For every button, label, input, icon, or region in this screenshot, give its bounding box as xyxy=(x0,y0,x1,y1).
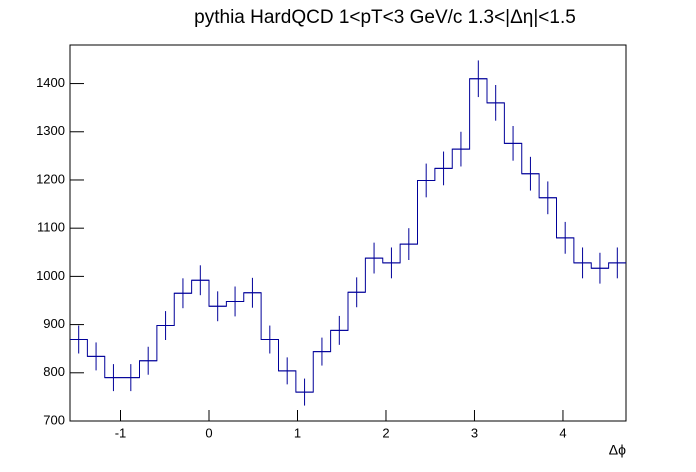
y-tick-label: 1400 xyxy=(36,75,65,90)
x-tick-label: 3 xyxy=(471,425,478,440)
y-tick-label: 1100 xyxy=(37,220,65,235)
x-tick-label: 1 xyxy=(294,425,301,440)
x-tick-label: 4 xyxy=(559,425,566,440)
frame xyxy=(69,44,627,422)
y-tick-label: 1000 xyxy=(36,268,65,283)
y-tick-label: 900 xyxy=(43,316,65,331)
x-tick-label: 2 xyxy=(382,425,389,440)
y-tick-label: 700 xyxy=(43,412,65,427)
y-tick-label: 800 xyxy=(43,364,65,379)
y-tick-label: 1300 xyxy=(36,123,65,138)
x-tick-label: -1 xyxy=(115,425,127,440)
x-axis-label: Δϕ xyxy=(609,442,626,458)
y-tick-label: 1200 xyxy=(36,171,65,186)
x-tick-label: 0 xyxy=(205,425,212,440)
chart-title: pythia HardQCD 1<pT<3 GeV/c 1.3<|Δη|<1.5 xyxy=(194,7,576,28)
